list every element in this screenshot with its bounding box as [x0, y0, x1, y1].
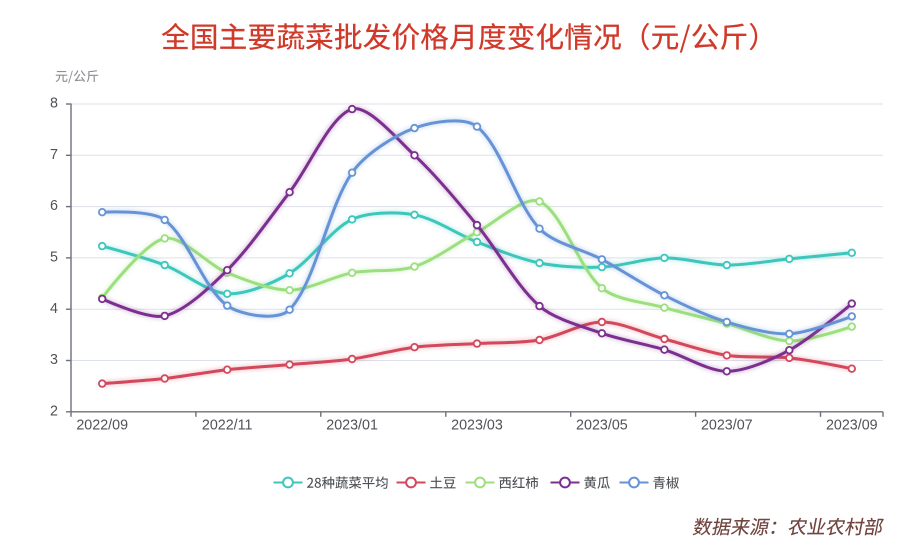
svg-text:2023/07: 2023/07	[701, 418, 753, 434]
svg-text:8: 8	[50, 96, 58, 112]
svg-text:2023/05: 2023/05	[576, 418, 628, 434]
svg-text:4: 4	[50, 301, 58, 317]
svg-text:2023/09: 2023/09	[826, 418, 878, 434]
svg-text:2023/01: 2023/01	[326, 418, 378, 434]
svg-text:2: 2	[50, 403, 58, 419]
svg-text:7: 7	[50, 147, 58, 163]
svg-text:2022/11: 2022/11	[202, 418, 253, 434]
svg-text:2023/03: 2023/03	[451, 418, 503, 434]
svg-text:6: 6	[50, 198, 58, 214]
svg-text:5: 5	[50, 250, 58, 266]
svg-text:2022/09: 2022/09	[76, 418, 128, 434]
svg-text:3: 3	[50, 352, 58, 368]
